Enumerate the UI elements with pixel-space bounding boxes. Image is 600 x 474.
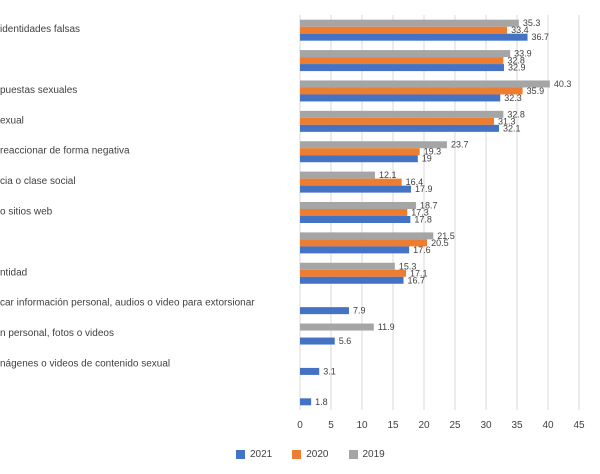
bar-2021 xyxy=(300,155,418,163)
x-tick-label: 0 xyxy=(297,420,303,431)
data-label-2021: 17.9 xyxy=(415,184,433,194)
bar-2021 xyxy=(300,124,500,132)
x-tick-label: 30 xyxy=(480,420,492,431)
x-tick-label: 5 xyxy=(328,420,334,431)
data-label-2021: 3.1 xyxy=(323,366,336,376)
legend-swatch-2019 xyxy=(348,449,358,459)
bar-2020 xyxy=(300,239,428,247)
data-label-2020: 31.3 xyxy=(498,116,516,126)
x-tick-label: 35 xyxy=(511,420,523,431)
bar-2019 xyxy=(300,19,519,27)
bar-2019 xyxy=(300,262,395,270)
data-label-2021: 32.9 xyxy=(508,63,526,73)
data-label-2019: 18.7 xyxy=(420,201,438,211)
bar-2019 xyxy=(300,323,374,331)
category-label: ntidad xyxy=(0,267,27,278)
data-label-2021: 17.8 xyxy=(414,215,432,225)
x-axis-ticks: 0 5 10 15 20 25 30 35 40 45 xyxy=(297,420,585,431)
legend-label-2020: 2020 xyxy=(306,448,329,460)
category-label: exual xyxy=(0,115,24,126)
data-label-2021: 32.3 xyxy=(504,93,522,103)
legend-item-2020: 2020 xyxy=(292,448,329,460)
legend-swatch-2021 xyxy=(236,449,245,459)
bar-2020 xyxy=(300,178,402,186)
bar-2021 xyxy=(300,33,528,41)
data-label-2019: 23.7 xyxy=(451,140,469,150)
bar-2019 xyxy=(300,80,550,88)
category-label: identidades falsas xyxy=(0,24,80,35)
data-label-2019: 11.9 xyxy=(378,322,395,332)
data-label-2021: 7.9 xyxy=(353,306,366,316)
category-label: n personal, fotos o videos xyxy=(0,328,114,339)
bar-2020 xyxy=(300,209,408,216)
data-label-2020: 17.1 xyxy=(410,268,428,278)
data-label-2019: 35.3 xyxy=(523,18,541,28)
data-label-2020: 16.4 xyxy=(406,177,424,187)
x-tick-label: 40 xyxy=(542,420,554,431)
data-label-2020: 35.9 xyxy=(527,86,545,96)
data-label-2020: 17.3 xyxy=(411,208,429,218)
bar-2021 xyxy=(300,337,335,345)
data-label-2021: 1.8 xyxy=(315,397,328,407)
data-label-2021: 17.6 xyxy=(413,245,431,255)
legend-item-2019: 2019 xyxy=(348,448,385,460)
category-labels: identidades falsas puestas sexuales exual r… xyxy=(0,24,255,369)
bar-2020 xyxy=(300,26,508,34)
data-label-2019: 21.5 xyxy=(437,231,455,241)
bar-2021 xyxy=(300,307,349,315)
category-label: puestas sexuales xyxy=(0,85,77,96)
bar-2021 xyxy=(300,276,404,284)
category-label: nágenes o videos de contenido sexual xyxy=(0,358,170,369)
data-label-2019: 12.1 xyxy=(379,170,397,180)
chart-legend: 2021 2020 2019 xyxy=(236,446,385,462)
data-label-2021: 16.7 xyxy=(408,275,426,285)
data-label-2019: 32.8 xyxy=(507,109,525,119)
data-label-2021: 32.1 xyxy=(503,123,521,133)
bar-2019 xyxy=(300,171,376,179)
bars xyxy=(300,19,550,406)
data-label-2019: 33.9 xyxy=(514,49,532,59)
bar-2021 xyxy=(300,64,504,72)
data-label-2021: 19 xyxy=(422,154,432,164)
x-tick-label: 15 xyxy=(387,420,399,431)
data-label-2020: 19.3 xyxy=(424,147,442,157)
data-label-2019: 40.3 xyxy=(554,79,572,89)
legend-swatch-2020 xyxy=(292,449,302,459)
x-tick-label: 25 xyxy=(449,420,461,431)
bar-2020 xyxy=(300,117,495,125)
bar-2021 xyxy=(300,398,312,406)
category-label: cia o clase social xyxy=(0,176,76,187)
bar-2020 xyxy=(300,57,504,65)
category-label: o sitios web xyxy=(0,207,53,218)
x-tick-label: 20 xyxy=(418,420,430,431)
data-label-2020: 32.8 xyxy=(507,56,525,66)
category-label: reaccionar de forma negativa xyxy=(0,146,130,157)
x-tick-label: 45 xyxy=(573,420,585,431)
bar-2019 xyxy=(300,110,504,118)
x-tick-label: 10 xyxy=(356,420,368,431)
bar-2021 xyxy=(300,185,411,193)
category-label: car información personal, audios o video… xyxy=(0,298,255,309)
data-label-2020: 33.4 xyxy=(511,25,529,35)
data-labels: 35.333.436.733.932.832.940.335.932.332.8… xyxy=(315,18,571,407)
bar-2020 xyxy=(300,87,523,95)
data-label-2021: 5.6 xyxy=(339,336,352,346)
bar-2019 xyxy=(300,202,416,209)
bar-2019 xyxy=(300,50,511,58)
legend-label-2019: 2019 xyxy=(362,448,385,460)
data-label-2019: 15.3 xyxy=(399,261,417,271)
bar-2019 xyxy=(300,232,434,240)
bar-2020 xyxy=(300,269,407,277)
legend-label-2021: 2021 xyxy=(250,448,273,460)
bar-2020 xyxy=(300,148,420,156)
legend-item-2021: 2021 xyxy=(236,449,272,460)
data-label-2021: 36.7 xyxy=(532,32,550,42)
bar-2021 xyxy=(300,246,410,254)
bar-2021 xyxy=(300,216,411,223)
bar-2019 xyxy=(300,141,447,149)
bar-2021 xyxy=(300,367,320,375)
bar-2021 xyxy=(300,94,501,102)
data-label-2020: 20.5 xyxy=(431,238,449,248)
